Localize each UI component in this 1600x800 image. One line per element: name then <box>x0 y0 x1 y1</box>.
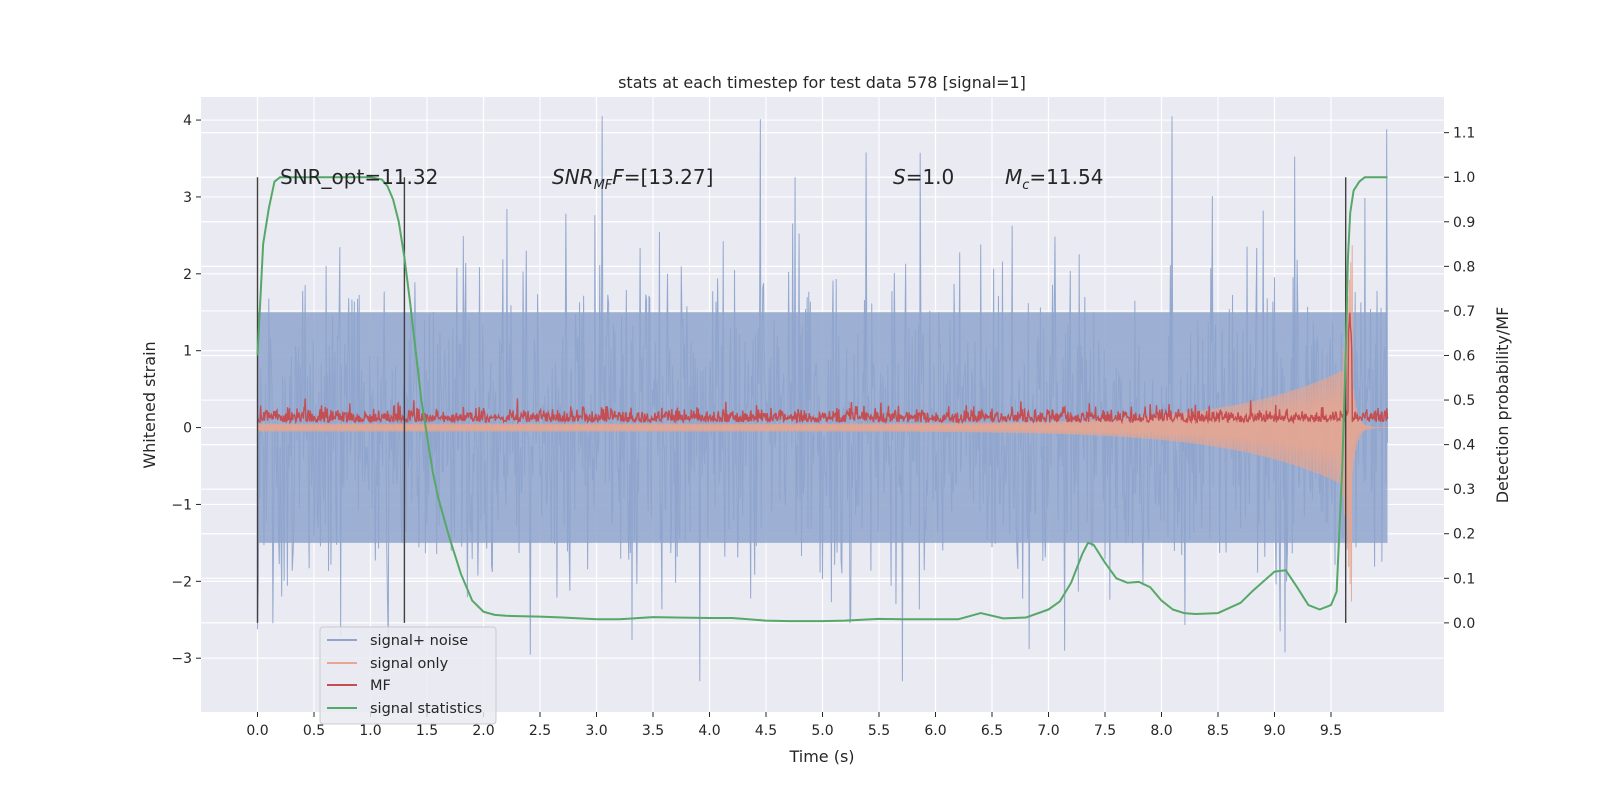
annotation-snr-mf-italic2: F <box>612 165 624 189</box>
annotation-snr-opt: SNR_opt=11.32 <box>280 165 438 189</box>
chart-title: stats at each timestep for test data 578… <box>618 73 1026 92</box>
x-tick-label: 6.5 <box>981 723 1003 739</box>
y-axis-label: Whitened strain <box>140 341 159 468</box>
x-tick-label: 9.0 <box>1263 723 1285 739</box>
x-tick-label: 0.0 <box>246 723 268 739</box>
x-tick-label: 0.5 <box>303 723 325 739</box>
x-tick-label: 1.0 <box>359 723 381 739</box>
mf-series <box>256 312 1389 425</box>
x-tick-label: 3.5 <box>642 723 664 739</box>
y-tick-label: −2 <box>171 574 192 590</box>
signal-only-series <box>257 244 1388 602</box>
annotation-mc-value: =11.54 <box>1029 165 1103 189</box>
annotation-mc: Mc=11.54 <box>1005 165 1103 193</box>
y-tick-label: 1 <box>183 344 192 360</box>
y-axis-right-ticks: 0.0 0.1 0.2 0.3 0.4 0.5 0.6 0.7 0.8 0.9 1.0 1.1 <box>1444 126 1475 632</box>
legend-label-signal-statistics: signal statistics <box>370 701 482 717</box>
annotation-snr-mf-italic: SNR <box>552 165 594 189</box>
x-tick-label: 7.5 <box>1094 723 1116 739</box>
legend-box <box>319 626 497 725</box>
legend-label-signal-only: signal only <box>370 656 449 672</box>
y-right-tick-label: 0.4 <box>1453 438 1475 454</box>
signal-statistics-series <box>256 176 1388 623</box>
y-tick-label: 4 <box>183 113 192 129</box>
x-tick-label: 8.0 <box>1150 723 1172 739</box>
y-right-tick-label: 0.3 <box>1453 482 1475 498</box>
signal-only-line <box>257 244 1388 602</box>
x-tick-label: 4.5 <box>755 723 777 739</box>
annotation-snr-mf-value: =[13.27] <box>624 165 714 189</box>
x-tick-label: 8.5 <box>1207 723 1229 739</box>
y-tick-label: −3 <box>171 651 192 667</box>
y-right-tick-label: 0.0 <box>1453 616 1475 632</box>
y-tick-label: 2 <box>183 267 192 283</box>
annotation-s-italic: S <box>893 165 906 189</box>
legend-label-mf: MF <box>370 678 391 694</box>
y-right-tick-label: 0.6 <box>1453 348 1475 364</box>
x-axis-ticks: 0.0 0.5 1.0 1.5 2.0 2.5 3.0 3.5 4.0 4.5 5.0 5.5 6.0 6… <box>246 712 1342 739</box>
mf-line <box>256 312 1389 425</box>
x-tick-label: 7.0 <box>1037 723 1059 739</box>
x-tick-label: 4.0 <box>698 723 720 739</box>
annotation-snr-mf-sub: MF <box>594 178 613 193</box>
y-right-tick-label: 0.9 <box>1453 215 1475 231</box>
x-axis-label: Time (s) <box>788 747 854 766</box>
x-tick-label: 2.5 <box>529 723 551 739</box>
x-tick-label: 3.0 <box>585 723 607 739</box>
signal-statistics-line <box>256 176 1388 623</box>
annotation-snr-mf: SNRMFF=[13.27] <box>552 165 713 193</box>
y-right-tick-label: 0.5 <box>1453 393 1475 409</box>
y-right-tick-label: 0.7 <box>1453 304 1475 320</box>
y-tick-label: 3 <box>183 190 192 206</box>
y-right-tick-label: 1.0 <box>1453 170 1475 186</box>
x-tick-label: 5.0 <box>811 723 833 739</box>
annotation-mc-sub: c <box>1022 178 1029 193</box>
y-axis-right-label: Detection probability/MF <box>1493 307 1512 504</box>
x-tick-label: 6.0 <box>924 723 946 739</box>
y-axis-ticks: −3 −2 −1 0 1 2 3 4 <box>171 113 201 667</box>
x-tick-label: 1.5 <box>416 723 438 739</box>
annotation-s: S=1.0 <box>893 165 954 189</box>
y-right-tick-label: 1.1 <box>1453 126 1475 142</box>
annotation-mc-italic: M <box>1005 165 1022 189</box>
y-tick-label: 0 <box>183 421 192 437</box>
legend: signal+ noise signal only MF signal stat… <box>319 626 497 725</box>
legend-label-signal-noise: signal+ noise <box>370 633 468 649</box>
y-right-tick-label: 0.1 <box>1453 571 1475 587</box>
y-right-tick-label: 0.8 <box>1453 259 1475 275</box>
annotation-s-value: =1.0 <box>906 165 955 189</box>
y-tick-label: −1 <box>171 497 192 513</box>
x-tick-label: 2.0 <box>472 723 494 739</box>
y-right-tick-label: 0.2 <box>1453 527 1475 543</box>
x-tick-label: 9.5 <box>1320 723 1342 739</box>
x-tick-label: 5.5 <box>868 723 890 739</box>
